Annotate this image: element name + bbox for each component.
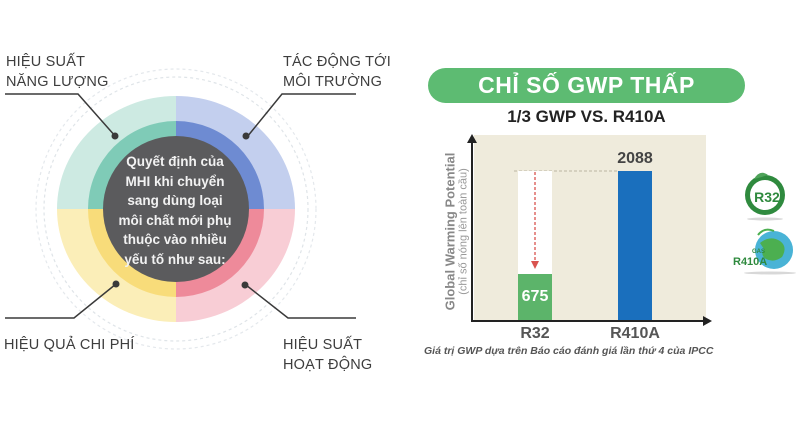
dot-cost xyxy=(112,280,120,288)
label-line: TÁC ĐỘNG TỚI xyxy=(283,54,392,70)
r410a-value: 2088 xyxy=(617,150,653,167)
label-line: MÔI TRƯỜNG xyxy=(283,74,383,90)
chart-subtitle: 1/3 GWP VS. R410A xyxy=(507,107,666,126)
factor-energy-label: HIỆU SUẤT NĂNG LƯỢNG xyxy=(6,52,109,92)
r32-value: 675 xyxy=(521,288,549,305)
factor-environment-label: TÁC ĐỘNG TỚI MÔI TRƯỜNG xyxy=(283,52,391,92)
label-line: HOẠT ĐỘNG xyxy=(283,357,373,373)
dot-energy xyxy=(111,132,119,140)
svg-text:R32: R32 xyxy=(754,189,780,205)
center-line: MHI khi chuyển xyxy=(125,173,225,189)
center-line: sang dùng loại xyxy=(127,193,223,208)
refrigerant-logos: R32 R410A GAS xyxy=(733,172,796,275)
center-disc xyxy=(103,136,249,282)
center-line: yếu tố như sau: xyxy=(124,251,226,267)
y-axis-arrow-icon xyxy=(467,134,477,143)
plot-area xyxy=(474,135,706,321)
center-line: thuộc vào nhiều xyxy=(123,232,227,247)
label-line: HIỆU SUẤT xyxy=(283,337,363,353)
arrow-head-icon xyxy=(531,261,539,269)
label-line: HIỆU QUẢ CHI PHÍ xyxy=(4,337,135,353)
label-line: NĂNG LƯỢNG xyxy=(6,74,109,90)
chart-title: CHỈ SỐ GWP THẤP xyxy=(478,72,695,98)
r410a-logo-icon: R410A GAS xyxy=(733,228,796,275)
bar-r410a xyxy=(618,171,652,321)
bar-r32 xyxy=(518,274,552,321)
source-note: Giá trị GWP dựa trên Báo cáo đánh giá lầ… xyxy=(424,345,714,357)
svg-text:R410A: R410A xyxy=(733,256,767,268)
x-tick-r410a: R410A xyxy=(610,325,660,342)
r32-logo-icon: R32 xyxy=(745,172,785,221)
x-tick-r32: R32 xyxy=(520,325,550,342)
factor-cost-label: HIỆU QUẢ CHI PHÍ xyxy=(4,335,135,355)
label-line: HIỆU SUẤT xyxy=(6,54,86,70)
center-text: Quyết định của MHI khi chuyển sang dùng … xyxy=(108,152,242,269)
leader-lines xyxy=(5,93,356,319)
factor-operation-label: HIỆU SUẤT HOẠT ĐỘNG xyxy=(283,335,372,375)
chart-title-pill: CHỈ SỐ GWP THẤP xyxy=(428,68,745,103)
x-axis-arrow-icon xyxy=(703,316,712,326)
dot-operation xyxy=(241,281,249,289)
center-line: môi chất mới phụ xyxy=(118,212,232,228)
dot-environment xyxy=(242,132,250,140)
factor-wheel xyxy=(5,68,356,350)
center-line: Quyết định của xyxy=(126,154,224,169)
svg-text:GAS: GAS xyxy=(752,249,765,255)
